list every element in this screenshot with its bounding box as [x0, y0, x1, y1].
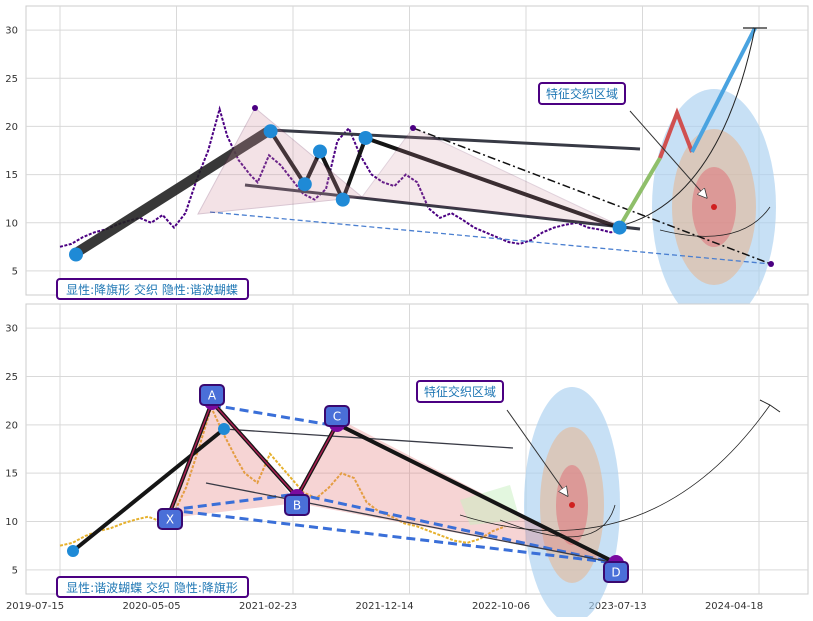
top-butterfly-2: [361, 127, 621, 227]
bottom-label-X: X: [166, 513, 174, 527]
bottom-flag-lower: [205, 482, 617, 564]
bottom-xtick-1: 2020-05-05: [122, 601, 180, 612]
bottom-plot-area: [25, 303, 809, 595]
top-callout-arrow: [629, 110, 706, 197]
bottom-point-pole-top: [218, 423, 230, 435]
bottom-gridlines: [26, 304, 808, 594]
bottom-butterfly-legs-overlay: [169, 400, 338, 513]
top-point-peak: [252, 105, 258, 111]
bottom-ytick-1: 10: [5, 517, 18, 528]
top-pattern-point-6: [612, 220, 627, 235]
bottom-label-box-A: [199, 384, 225, 406]
bottom-ytick-3: 20: [5, 420, 18, 431]
top-ytick-0: 5: [12, 266, 18, 277]
bottom-label-box-D: [603, 561, 629, 583]
bottom-pole: [71, 427, 226, 553]
bottom-harmonic-labels: X A B C D: [157, 384, 629, 583]
bottom-arc-cap: [759, 399, 781, 413]
top-arc-small: [659, 206, 771, 237]
bottom-arc: [459, 404, 771, 532]
bottom-xtick-0: 2019-07-15: [6, 601, 64, 612]
bottom-legend-text: 显性:谐波蝴蝶 交织 隐性:降旗形: [66, 580, 238, 595]
bottom-xtick-6: 2024-04-18: [705, 601, 763, 612]
top-pattern-point-1: [263, 124, 278, 139]
bottom-label-C: C: [333, 410, 341, 424]
bottom-ytick-5: 30: [5, 324, 18, 335]
bottom-y-ticks: 5 10 15 20 25 30: [5, 324, 18, 577]
bottom-butterfly-bcd: [297, 418, 616, 563]
top-callout-box: [538, 82, 626, 105]
top-ytick-5: 30: [5, 26, 18, 37]
top-legend-text: 显性:降旗形 交织 隐性:谐波蝴蝶: [66, 282, 238, 297]
top-butterfly-1: [197, 107, 364, 215]
bottom-callout-text: 特征交织区域: [424, 384, 496, 399]
top-flag-upper: [269, 128, 641, 151]
top-flag-lower: [244, 183, 641, 231]
top-ytick-4: 25: [5, 74, 18, 85]
top-dashline: [209, 211, 772, 265]
top-pattern-point-3: [313, 144, 327, 159]
top-arc: [619, 27, 756, 227]
top-y-ticks: 5 10 15 20 25 30: [5, 26, 18, 278]
top-legend-box: [56, 278, 249, 300]
bottom-price-line: [59, 404, 506, 547]
bottom-xtick-2: 2021-02-23: [239, 601, 297, 612]
bottom-dash-ac: [211, 403, 338, 428]
bottom-label-box-X: [157, 508, 183, 530]
top-ytick-1: 10: [5, 218, 18, 229]
bottom-ytick-0: 5: [12, 565, 18, 576]
bottom-legend-box: [56, 576, 249, 598]
bottom-label-box-C: [324, 405, 350, 427]
top-ytick-2: 15: [5, 170, 18, 181]
bottom-dash-bd: [296, 492, 617, 565]
bottom-point-start: [67, 545, 79, 557]
top-pattern-point-4: [335, 192, 350, 207]
top-panel: 5 10 15 20 25 30 特征交织区域: [5, 5, 809, 325]
top-callout-text: 特征交织区域: [546, 86, 618, 101]
top-pattern-point-5: [358, 130, 373, 145]
top-pattern-points: [69, 124, 627, 262]
bottom-callout-box: [416, 380, 504, 403]
top-projection-blue: [690, 27, 757, 153]
bottom-label-D: D: [611, 566, 620, 580]
bottom-label-A: A: [208, 389, 217, 403]
top-pattern-point-2: [297, 177, 312, 192]
bottom-ytick-2: 15: [5, 469, 18, 480]
bottom-callout-arrow: [506, 409, 567, 495]
bottom-dash-xd: [169, 508, 617, 565]
bottom-arc-small: [499, 504, 616, 538]
bottom-label-box-B: [284, 494, 310, 516]
top-point-end: [768, 261, 774, 267]
bottom-panel: 5 10 15 20 25 30 2019-07-15 2020-05-05 2021-02-…: [5, 303, 809, 621]
top-pole: [73, 125, 273, 258]
bottom-x-ticks: 2019-07-15 2020-05-05 2021-02-23 2021-12-14…: [6, 601, 763, 612]
top-zigzag: [268, 130, 621, 230]
top-projection-green: [618, 156, 662, 228]
top-zone-center: [711, 204, 717, 210]
bottom-green-patch: [460, 485, 520, 525]
top-pattern-point-0: [69, 247, 83, 262]
top-ytick-3: 20: [5, 122, 18, 133]
bottom-ytick-4: 25: [5, 372, 18, 383]
bottom-zone-center: [569, 502, 575, 508]
top-price-line: [59, 105, 619, 248]
bottom-xtick-4: 2022-10-06: [472, 601, 530, 612]
bottom-xtick-5: 2023-07-13: [588, 601, 646, 612]
bottom-xtick-3: 2021-12-14: [355, 601, 413, 612]
top-point-peak2: [410, 125, 416, 131]
top-projection-red: [658, 107, 694, 159]
bottom-label-B: B: [293, 499, 301, 513]
